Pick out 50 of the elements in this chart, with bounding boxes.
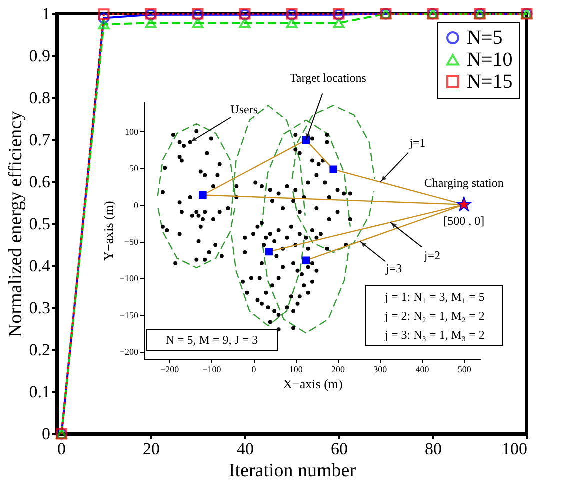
y-axis-title: Normalized energy efficiency — [5, 110, 26, 338]
y-tick-label: −50 — [124, 237, 139, 248]
legend-label: N=15 — [467, 71, 513, 93]
x-tick-label: 200 — [332, 364, 346, 374]
x-tick-label: −100 — [202, 364, 222, 374]
annotation: N = 5, M = 9, J = 3 — [166, 333, 258, 347]
x-tick-label: 300 — [374, 364, 388, 374]
annotation: j = 1: N₁ = 3, M₁ = 5 — [384, 290, 485, 304]
annotation: Target locations — [290, 71, 367, 86]
x-axis-title: X−axis (m) — [283, 376, 343, 392]
x-tick-label: 100 — [502, 440, 528, 458]
annotation: j=1 — [408, 136, 426, 150]
x-tick-label: 400 — [416, 364, 430, 374]
y-tick-label: 0 — [134, 200, 139, 210]
y-tick-label: 0.2 — [29, 340, 50, 360]
x-axis-title: Iteration number — [228, 460, 357, 482]
x-tick-label: 40 — [237, 440, 254, 458]
x-tick-label: 0 — [252, 364, 257, 374]
y-tick-label: −100 — [120, 274, 139, 284]
x-tick-label: 500 — [458, 364, 472, 374]
annotation: j = 3: N₃ = 1, M₃ = 2 — [384, 328, 485, 342]
y-tick-label: 0.7 — [29, 130, 51, 150]
y-tick-label: −150 — [120, 310, 139, 320]
y-tick-label: 0.8 — [29, 88, 50, 108]
annotation: j = 2: N₂ = 1, M₂ = 2 — [384, 309, 485, 323]
y-tick-label: 0.4 — [29, 256, 51, 276]
y-tick-label: 0.1 — [29, 382, 50, 402]
x-tick-label: −200 — [160, 364, 180, 374]
x-tick-label: 60 — [331, 440, 348, 458]
x-tick-label: 80 — [425, 440, 442, 458]
x-tick-label: 100 — [289, 364, 304, 374]
y-axis-title: Y−axis (m) — [100, 201, 116, 261]
annotation: Charging station — [424, 176, 504, 190]
y-tick-label: 0.3 — [29, 298, 50, 318]
annotation: [500 , 0] — [444, 214, 485, 228]
x-tick-label: 0 — [58, 440, 66, 458]
annotation: Users — [230, 102, 258, 116]
x-tick-label: 20 — [143, 440, 160, 458]
legend-label: N=5 — [467, 27, 503, 49]
y-tick-label: 0.6 — [29, 172, 50, 192]
y-tick-label: 1 — [42, 4, 50, 24]
y-tick-label: 100 — [125, 126, 139, 137]
annotation: j=3 — [385, 262, 402, 276]
legend-label: N=10 — [467, 49, 513, 71]
y-tick-label: 50 — [130, 164, 139, 174]
y-tick-label: 0 — [42, 424, 50, 444]
y-tick-label: 0.5 — [29, 214, 50, 234]
y-tick-label: −200 — [120, 347, 139, 358]
annotation: j=2 — [423, 248, 440, 262]
y-tick-label: 0.9 — [29, 46, 50, 66]
